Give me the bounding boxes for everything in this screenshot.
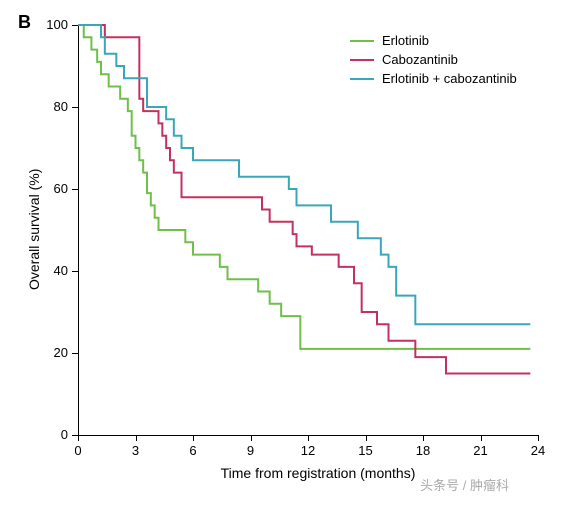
legend-swatch (350, 40, 374, 42)
legend-label: Erlotinib (382, 33, 429, 48)
legend-swatch (350, 78, 374, 80)
legend-item: Cabozantinib (350, 52, 517, 67)
legend-item: Erlotinib + cabozantinib (350, 71, 517, 86)
legend-swatch (350, 59, 374, 61)
legend-label: Cabozantinib (382, 52, 458, 67)
km-chart: B 头条号 / 肿瘤科 03691215182124020406080100Ti… (0, 0, 569, 516)
legend-label: Erlotinib + cabozantinib (382, 71, 517, 86)
legend-item: Erlotinib (350, 33, 517, 48)
legend: Erlotinib Cabozantinib Erlotinib + cabozan… (350, 33, 517, 90)
